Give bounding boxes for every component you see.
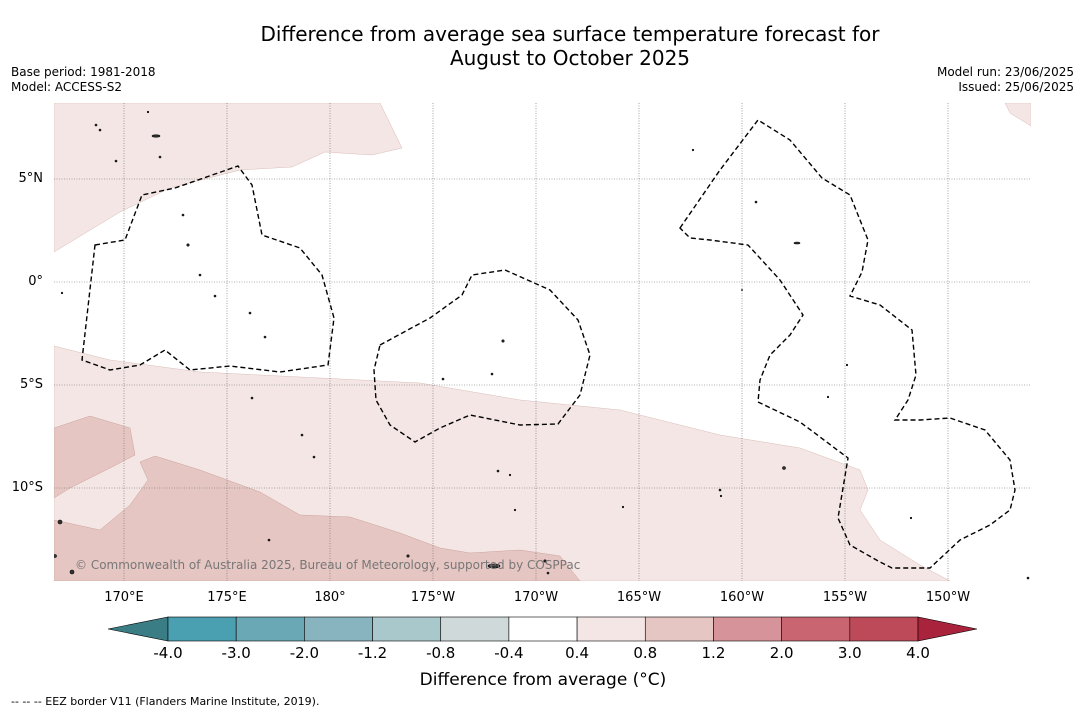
anomaly-region-west-dark xyxy=(54,415,136,499)
colorbar-tick-label: 3.0 xyxy=(837,644,862,662)
lon-label-170w: 170°W xyxy=(513,590,559,605)
map-plot-area xyxy=(54,103,1031,581)
colorbar-tick-label: 2.0 xyxy=(769,644,794,662)
colorbar-tick-label: 0.4 xyxy=(565,644,589,662)
colorbar-tick-label: -3.0 xyxy=(221,644,251,662)
gridlines xyxy=(54,103,1031,581)
colorbar-label: Difference from average (°C) xyxy=(419,670,667,690)
lat-label-10s: 10°S xyxy=(11,480,43,495)
lon-label-165w: 165°W xyxy=(616,590,662,605)
lon-label-175w: 175°W xyxy=(410,590,456,605)
lon-label-160w: 160°W xyxy=(719,590,765,605)
lon-label-170e: 170°E xyxy=(104,590,144,605)
anomaly-region-ne xyxy=(1004,103,1031,127)
colorbar-tick-label: -4.0 xyxy=(153,644,183,662)
colorbar-tick-label: -0.8 xyxy=(426,644,456,662)
chart-title: Difference from average sea surface temp… xyxy=(170,22,970,70)
lon-label-175e: 175°E xyxy=(207,590,247,605)
lat-label-0: 0° xyxy=(28,274,43,289)
lat-label-5n: 5°N xyxy=(18,171,44,186)
anomaly-region-southwest-dark xyxy=(54,455,581,581)
lon-label-150w: 150°W xyxy=(925,590,971,605)
islands xyxy=(54,110,1030,580)
eez-footnote: -- -- -- EEZ border V11 (Flanders Marine… xyxy=(11,695,320,708)
colorbar-tick-label: -2.0 xyxy=(289,644,319,662)
lon-label-155w: 155°W xyxy=(822,590,868,605)
colorbar-tick-label: 1.2 xyxy=(701,644,726,662)
colorbar-tick-label: -1.2 xyxy=(357,644,388,662)
meta-right: Model run: 23/06/2025 Issued: 25/06/2025 xyxy=(937,65,1074,95)
title-line-1: Difference from average sea surface temp… xyxy=(260,22,880,46)
model-name: Model: ACCESS-S2 xyxy=(11,80,123,94)
eez-borders xyxy=(81,119,1016,569)
meta-left: Base period: 1981-2018 Model: ACCESS-S2 xyxy=(11,65,156,95)
base-period: Base period: 1981-2018 xyxy=(11,65,156,79)
lat-label-5s: 5°S xyxy=(19,377,43,392)
colorbar-tick-label: 0.8 xyxy=(633,644,658,662)
anomaly-region-north xyxy=(54,103,403,253)
model-run: Model run: 23/06/2025 xyxy=(936,65,1074,79)
title-line-2: August to October 2025 xyxy=(449,46,691,70)
colorbar-tick-label: 4.0 xyxy=(906,644,930,662)
issued-date: Issued: 25/06/2025 xyxy=(958,80,1074,94)
colorbar-tick-label: -0.4 xyxy=(494,644,524,662)
lon-label-180: 180° xyxy=(314,590,346,605)
copyright-text: © Commonwealth of Australia 2025, Bureau… xyxy=(75,558,581,572)
